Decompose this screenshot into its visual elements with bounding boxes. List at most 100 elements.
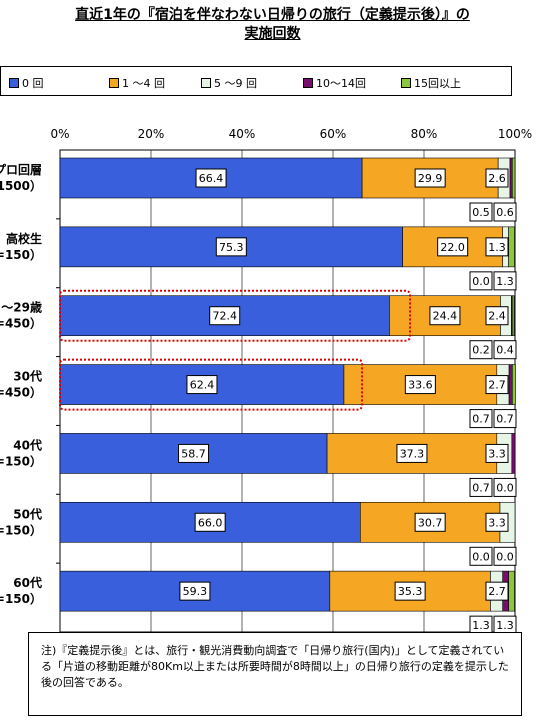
- legend-item-0: 0 回: [9, 75, 44, 91]
- data-label-3: 0.7: [472, 481, 490, 494]
- data-label-1: 29.9: [418, 172, 443, 185]
- data-label-1: 22.0: [440, 241, 465, 254]
- legend-swatch-0: [9, 78, 19, 88]
- data-label-3: 0.0: [472, 550, 490, 563]
- data-label-4: 0.0: [496, 481, 514, 494]
- data-label-4: 0.0: [496, 550, 514, 563]
- data-label-4: 1.3: [496, 275, 514, 288]
- data-label-2-box: [485, 512, 509, 532]
- data-label-2-box: [485, 237, 509, 257]
- data-label-1: 33.6: [408, 379, 433, 392]
- data-label-4: 0.4: [496, 344, 514, 357]
- category-label-n: n=150）: [0, 247, 42, 262]
- highlight-frame: [59, 358, 363, 411]
- data-label-2-box: [485, 375, 509, 395]
- legend-swatch-2: [201, 78, 211, 88]
- bar-segment: [59, 570, 331, 612]
- category-label: 30代: [13, 369, 42, 384]
- legend-item-1: 1 ～4 回: [109, 75, 165, 91]
- legend-item-3: 10～14回: [303, 75, 366, 91]
- data-label-0: 66.4: [199, 172, 224, 185]
- legend-label-1: 1 ～4 回: [122, 77, 165, 90]
- data-label-2: 2.7: [488, 585, 506, 598]
- x-tick-label: 20%: [138, 127, 165, 141]
- data-label-2: 1.3: [488, 241, 506, 254]
- x-tick-label: 80%: [411, 127, 438, 141]
- data-label-1-box: [396, 443, 428, 463]
- data-label-2-box: [485, 443, 509, 463]
- x-tick-label: 60%: [320, 127, 347, 141]
- bar-segment: [511, 157, 516, 199]
- bar-segment: [511, 364, 516, 405]
- data-label-3-box: [469, 202, 493, 222]
- legend-item-4: 15回以上: [401, 75, 461, 91]
- data-label-3-box: [469, 546, 493, 566]
- category-label-n: n=150）: [0, 453, 42, 468]
- data-label-3: 0.0: [472, 275, 490, 288]
- data-label-1: 24.4: [433, 310, 458, 323]
- data-label-2: 2.7: [488, 379, 506, 392]
- data-label-4-box: [493, 546, 517, 566]
- data-label-2: 3.3: [488, 516, 506, 529]
- category-label: 50代: [13, 506, 42, 521]
- data-label-1-box: [394, 581, 426, 601]
- data-label-2: 3.3: [488, 447, 506, 460]
- bar-segment: [508, 364, 513, 405]
- chart-title-line1: 直近1年の『宿泊を伴なわない日帰りの旅行（定義提示後）』の: [75, 7, 470, 23]
- bar-segment: [511, 295, 515, 337]
- data-label-0-box: [215, 237, 247, 257]
- data-label-3-box: [469, 340, 493, 360]
- legend-label-0: 0 回: [22, 77, 44, 90]
- data-label-0-box: [209, 306, 241, 326]
- data-label-2-box: [485, 306, 509, 326]
- chart-legend: 0 回 1 ～4 回 5 ～9 回 10～14回 15回以上: [0, 66, 512, 96]
- data-label-4: 0.6: [496, 206, 514, 219]
- data-label-4-box: [493, 477, 517, 497]
- data-label-1-box: [414, 512, 446, 532]
- category-label: 40代: [13, 437, 42, 452]
- data-label-3-box: [469, 477, 493, 497]
- category-label: ～29歳: [1, 300, 42, 315]
- bar-segment: [508, 226, 515, 268]
- data-label-0-box: [186, 375, 218, 395]
- data-label-1-box: [414, 168, 446, 188]
- data-label-0: 59.3: [183, 585, 208, 598]
- data-label-3: 0.5: [472, 206, 490, 219]
- data-label-1: 37.3: [400, 447, 425, 460]
- data-label-0-box: [179, 581, 211, 601]
- data-label-0-box: [194, 512, 226, 532]
- data-label-3-box: [469, 409, 493, 429]
- data-label-3: 1.3: [472, 619, 490, 632]
- chart-title-line2: 実施回数: [244, 26, 301, 42]
- data-label-0: 62.4: [190, 379, 215, 392]
- data-label-4-box: [493, 271, 517, 291]
- data-label-0-box: [178, 443, 210, 463]
- data-label-4-box: [493, 409, 517, 429]
- data-label-0: 66.0: [198, 516, 223, 529]
- category-label-n: n=150）: [0, 591, 42, 606]
- data-label-0: 72.4: [212, 310, 237, 323]
- category-label-n: n=450）: [0, 385, 42, 400]
- category-label: 高校生: [6, 231, 42, 246]
- data-label-1: 35.3: [398, 585, 423, 598]
- data-label-3: 0.2: [472, 344, 490, 357]
- data-label-1-box: [404, 375, 436, 395]
- footnote: 注)『定義提示後』とは、旅行・観光消費動向調査で「日帰り旅行(国内)」として定義…: [28, 632, 522, 716]
- x-tick-label: 40%: [229, 127, 256, 141]
- category-label-n: n=1500）: [0, 178, 42, 193]
- legend-item-2: 5 ～9 回: [201, 75, 257, 91]
- legend-label-2: 5 ～9 回: [214, 77, 257, 90]
- data-label-2-box: [485, 168, 509, 188]
- stacked-bar-chart: 0% 20% 40% 60% 80% 100% プロ回層n=1500） 66.4 29.9 2.6…: [0, 127, 532, 635]
- data-label-0-box: [195, 168, 227, 188]
- data-label-1-box: [429, 306, 461, 326]
- data-label-3-box: [469, 271, 493, 291]
- data-label-4-box: [493, 202, 517, 222]
- data-label-0: 58.7: [181, 447, 206, 460]
- bar-segment: [509, 157, 513, 199]
- legend-label-3: 10～14回: [316, 77, 366, 90]
- data-label-1-box: [437, 237, 469, 257]
- category-label: 60代: [13, 575, 42, 590]
- category-label-n: n=150）: [0, 522, 42, 537]
- bar-segment: [511, 433, 516, 474]
